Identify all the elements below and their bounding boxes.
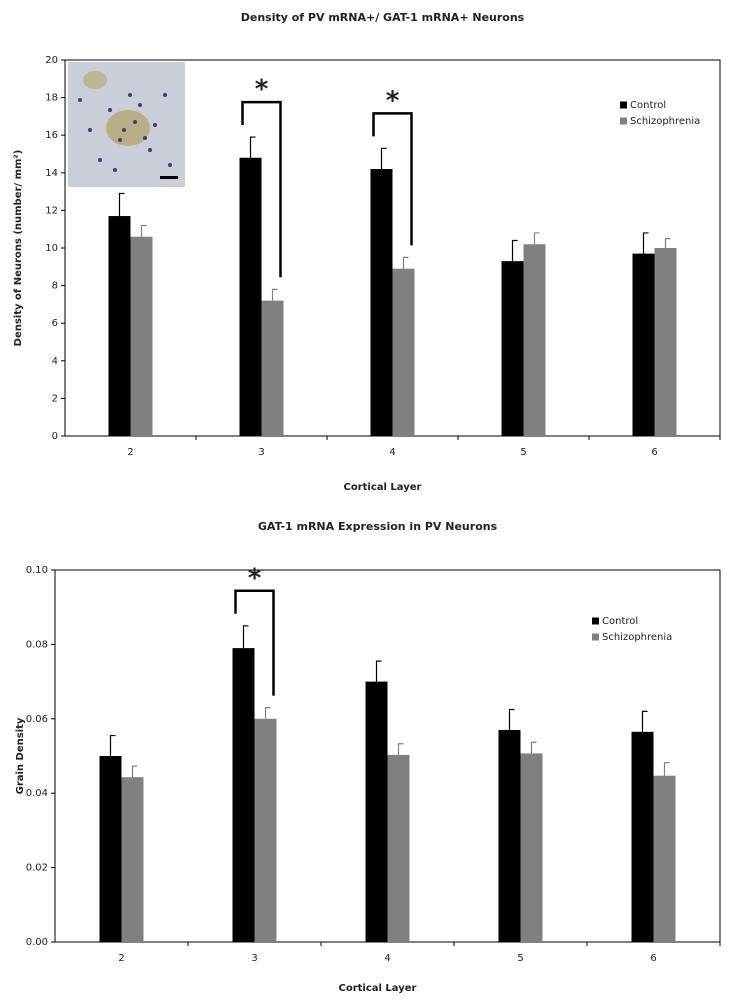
bar <box>232 648 255 942</box>
bar <box>365 681 388 942</box>
significance-marker: * <box>248 563 262 593</box>
bar <box>631 731 654 942</box>
y-tick-label: 14 <box>45 168 58 179</box>
x-tick-label: 3 <box>251 953 257 964</box>
y-tick-label: 20 <box>45 55 58 66</box>
inset-micrograph <box>68 62 185 187</box>
bar <box>130 236 153 436</box>
error-bar <box>375 660 382 682</box>
bar <box>392 268 415 436</box>
legend-label: Schizophrenia <box>602 632 672 643</box>
significance-bracket <box>372 112 413 246</box>
error-bar <box>249 136 256 158</box>
y-tick-label: 10 <box>45 243 58 254</box>
y-tick-label: 6 <box>52 318 58 329</box>
bar <box>254 718 277 942</box>
y-tick-label: 0.02 <box>26 863 48 874</box>
error-bar <box>402 256 409 269</box>
bar <box>99 756 122 942</box>
error-bar <box>264 707 271 719</box>
bar <box>261 300 284 436</box>
bar <box>387 754 410 942</box>
y-tick-label: 16 <box>45 130 58 141</box>
bar <box>239 157 262 436</box>
y-tick-label: 18 <box>45 93 58 104</box>
x-tick-label: 2 <box>118 953 124 964</box>
legend-label: Control <box>602 616 638 627</box>
y-tick-label: 0.06 <box>26 714 48 725</box>
y-tick-label: 0.10 <box>26 565 48 576</box>
bar <box>498 729 521 942</box>
x-tick-label: 6 <box>651 447 657 458</box>
legend-label: Schizophrenia <box>630 116 700 127</box>
bar <box>632 253 655 436</box>
legend-label: Control <box>630 100 666 111</box>
significance-marker: * <box>255 75 269 105</box>
error-bar <box>242 625 249 649</box>
bar <box>520 753 543 942</box>
error-bar <box>530 741 537 754</box>
y-axis-label: Density of Neurons (number/ mm²) <box>13 150 24 347</box>
y-tick-label: 4 <box>52 356 58 367</box>
legend-swatch <box>620 117 627 125</box>
chart-title: GAT-1 mRNA Expression in PV Neurons <box>258 520 498 533</box>
x-axis-label: Cortical Layer <box>339 983 417 994</box>
error-bar <box>664 238 671 248</box>
bar <box>121 777 144 942</box>
bar <box>501 261 524 436</box>
error-bar <box>508 708 515 730</box>
error-bar <box>397 743 404 755</box>
x-tick-label: 3 <box>258 447 264 458</box>
error-bar <box>641 710 648 732</box>
bar <box>108 216 131 436</box>
y-tick-label: 0.08 <box>26 639 48 650</box>
y-tick-label: 0.04 <box>26 788 48 799</box>
error-bar <box>533 232 540 245</box>
chart-title: Density of PV mRNA+/ GAT-1 mRNA+ Neurons <box>241 11 525 24</box>
bar <box>654 248 677 436</box>
legend-swatch <box>592 617 599 625</box>
y-tick-label: 8 <box>52 281 58 292</box>
bar <box>653 775 676 942</box>
y-axis-label: Grain Density <box>15 717 26 794</box>
bar <box>523 244 546 436</box>
error-bar <box>380 147 387 170</box>
x-axis-label: Cortical Layer <box>344 482 422 493</box>
x-tick-label: 4 <box>384 953 390 964</box>
significance-marker: * <box>386 86 400 116</box>
error-bar <box>663 762 670 776</box>
error-bar <box>511 239 518 262</box>
error-bar <box>131 765 138 778</box>
x-tick-label: 4 <box>389 447 395 458</box>
error-bar <box>140 224 147 237</box>
y-tick-label: 2 <box>52 393 58 404</box>
legend-swatch <box>620 101 627 109</box>
y-tick-label: 12 <box>45 205 58 216</box>
significance-bracket <box>241 100 282 278</box>
significance-bracket <box>234 589 275 696</box>
error-bar <box>118 192 125 217</box>
y-tick-label: 0 <box>52 431 58 442</box>
x-tick-label: 2 <box>127 447 133 458</box>
error-bar <box>271 288 278 301</box>
y-tick-label: 0.00 <box>26 937 48 948</box>
x-tick-label: 5 <box>517 953 523 964</box>
legend-swatch <box>592 633 599 641</box>
x-tick-label: 6 <box>650 953 656 964</box>
error-bar <box>109 734 116 756</box>
x-tick-label: 5 <box>520 447 526 458</box>
error-bar <box>642 232 649 254</box>
bar <box>370 169 393 437</box>
